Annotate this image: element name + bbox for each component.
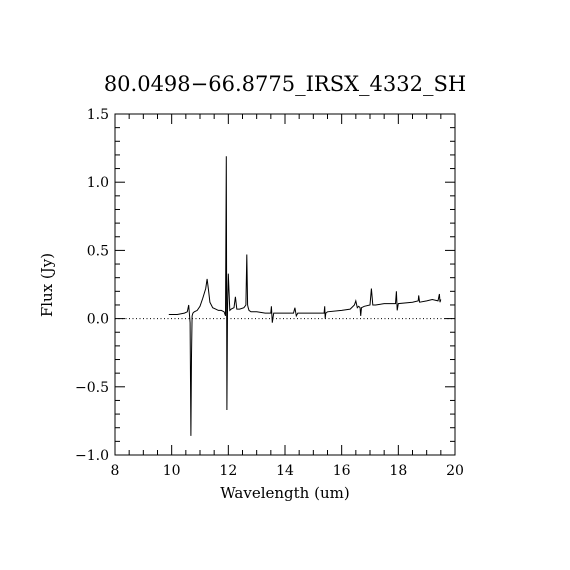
x-tick-label: 20 <box>446 463 464 479</box>
spectrum-line <box>168 156 442 436</box>
x-tick-label: 12 <box>219 463 237 479</box>
y-axis-label: Flux (Jy) <box>38 253 56 317</box>
x-axis-label: Wavelength (um) <box>220 484 349 502</box>
y-tick-label: −0.5 <box>75 380 109 396</box>
y-tick-label: 1.0 <box>87 175 109 191</box>
chart-title: 80.0498−66.8775_IRSX_4332_SH <box>104 72 466 96</box>
y-tick-label: 0.0 <box>87 312 109 328</box>
x-tick-label: 16 <box>333 463 351 479</box>
x-tick-label: 18 <box>389 463 407 479</box>
x-tick-label: 10 <box>163 463 181 479</box>
y-tick-label: 0.5 <box>87 243 109 259</box>
x-tick-label: 8 <box>111 463 120 479</box>
y-tick-label: −1.0 <box>75 448 109 464</box>
x-tick-label: 14 <box>276 463 294 479</box>
y-tick-label: 1.5 <box>87 107 109 123</box>
plot-frame <box>114 113 456 456</box>
